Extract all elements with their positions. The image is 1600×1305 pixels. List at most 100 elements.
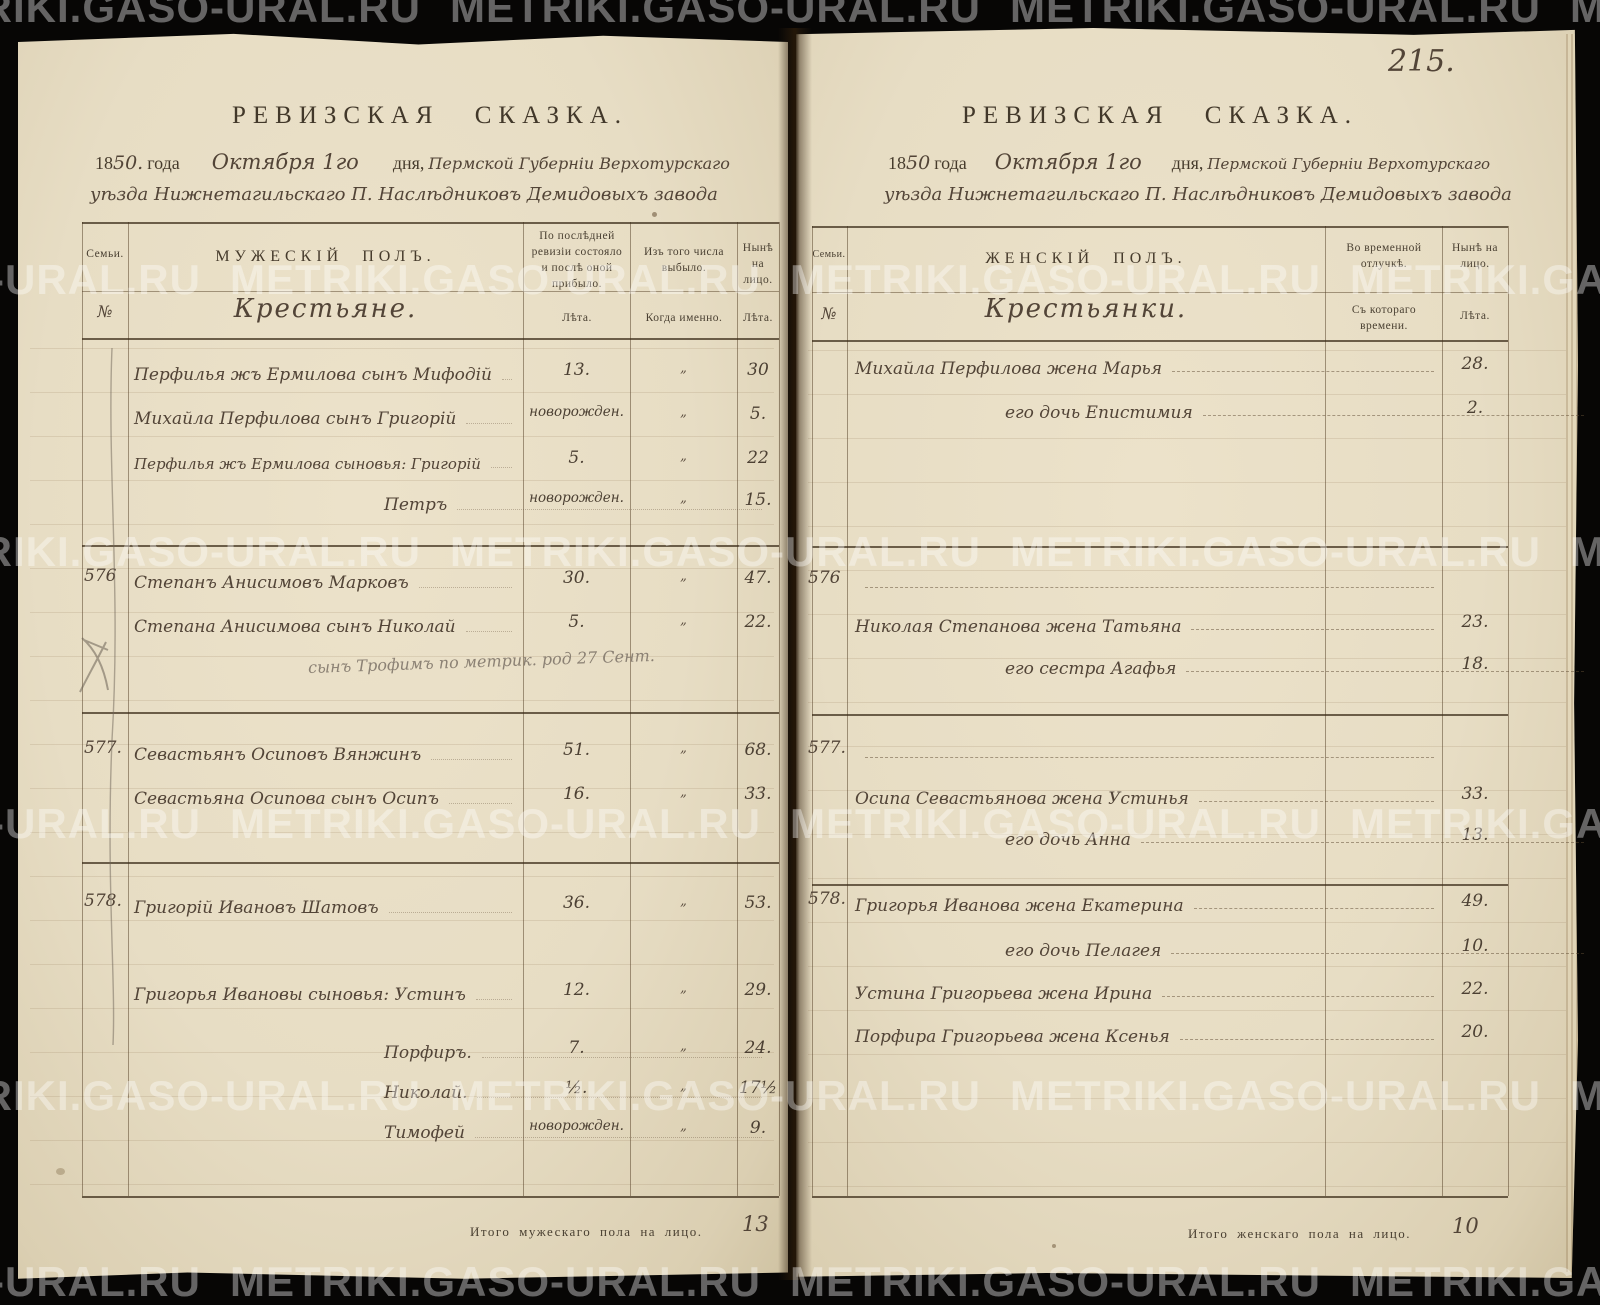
left-total-label: Итого мужескаго пола на лицо. — [470, 1224, 703, 1239]
table-line — [82, 1196, 779, 1198]
cell-age: 20. — [1461, 1022, 1489, 1042]
col-departed-header: Изъ того числа выбыло. — [643, 246, 725, 275]
cell-age: 10. — [1461, 936, 1489, 956]
col-present-sub-header: Лѣта. — [1460, 310, 1490, 322]
entry-name: его дочь Анна — [1005, 830, 1131, 850]
entry-name: Перфилья жъ Ермилова сынъ Мифодій — [134, 365, 493, 385]
cell-now: 47. — [744, 568, 772, 588]
paper-speck — [56, 1168, 65, 1175]
province-handwritten: Пермской Губерніи Верхотурскаго — [1207, 155, 1490, 173]
table-line — [812, 884, 1508, 886]
entry-name: Степана Анисимова сынъ Николай — [134, 617, 456, 637]
cell-now: 17½ — [738, 1078, 778, 1098]
leader-line — [1171, 953, 1584, 954]
cell-now: 22. — [744, 612, 772, 632]
left-page-title: РЕВИЗСКАЯ СКАЗКА. — [231, 102, 629, 129]
day-word: дня, — [392, 153, 425, 173]
family-number: 578. — [808, 889, 846, 909]
cell-now: 9. — [749, 1118, 767, 1138]
family-number: 576 — [84, 566, 117, 586]
table-line — [812, 340, 1508, 342]
leader-line — [490, 467, 512, 468]
cell-out: „ — [680, 405, 687, 420]
entry-name: Севастьяна Осипова сынъ Осипъ — [134, 789, 439, 809]
leader-line — [457, 509, 762, 510]
right-total-value: 10 — [1452, 1214, 1479, 1238]
family-number: 576 — [808, 568, 841, 588]
paper-speck — [1052, 1244, 1056, 1248]
col-away-sub-header: Съ котораго времени. — [1351, 304, 1417, 333]
watermark: METRIKI.GASO-URAL.RU — [450, 528, 981, 575]
table-line — [737, 222, 738, 1196]
table-row: Григорій Ивановъ Шатовъ — [134, 895, 520, 917]
table-line — [812, 292, 1508, 293]
cell-now: 29. — [744, 980, 772, 1000]
left-total-value: 13 — [742, 1212, 769, 1236]
leader-line — [1191, 629, 1434, 630]
leader-line — [1179, 1039, 1434, 1040]
table-line — [82, 222, 83, 1196]
table-row: Осипа Севастьянова жена Устинья — [855, 786, 1442, 808]
table-row: его дочь Пелагея — [855, 938, 1592, 960]
table-row — [855, 742, 1442, 764]
cell-out: „ — [680, 569, 687, 584]
entry-name: Михайла Перфилова сынъ Григорій — [134, 409, 457, 429]
family-number: 577. — [84, 738, 122, 758]
leader-line — [1198, 801, 1434, 802]
entry-name: Григорій Ивановъ Шатовъ — [134, 898, 379, 918]
table-row: Николай. — [134, 1080, 770, 1102]
right-total-label: Итого женскаго пола на лицо. — [1188, 1226, 1412, 1241]
table-row: его сестра Агафья — [855, 656, 1592, 678]
cell-prev: 12. — [562, 980, 591, 1000]
month-day-handwritten: Октября 1го — [994, 150, 1142, 174]
leader-line — [388, 912, 512, 913]
cell-now: 33. — [744, 784, 772, 804]
table-line — [812, 226, 813, 1196]
entry-name: Порфиръ. — [384, 1043, 472, 1063]
table-line — [630, 222, 631, 1196]
left-page — [18, 33, 788, 1279]
cell-age: 49. — [1461, 891, 1489, 911]
table-row: Перфилья жъ Ермилова сынъ Мифодій — [134, 362, 520, 384]
leader-line — [1202, 415, 1584, 416]
leader-line — [502, 379, 512, 380]
year-word: года — [934, 153, 967, 173]
leader-line — [865, 757, 1434, 758]
cell-age: 18. — [1461, 654, 1489, 674]
leader-line — [865, 587, 1434, 588]
col-family-header: Семьи. — [812, 249, 846, 260]
cell-out: „ — [680, 741, 687, 756]
table-line — [1442, 226, 1443, 1196]
cell-prev: 36. — [562, 893, 591, 913]
right-page — [796, 28, 1578, 1278]
table-line — [847, 226, 848, 1196]
cell-prev: новорожден. — [529, 404, 624, 420]
entry-name: Порфира Григорьева жена Ксенья — [855, 1027, 1170, 1047]
cell-age: 22. — [1461, 979, 1489, 999]
cell-out: „ — [680, 785, 687, 800]
leader-line — [1193, 908, 1434, 909]
cell-now: 53. — [744, 893, 772, 913]
cell-prev: 13. — [562, 360, 591, 380]
table-line — [1325, 226, 1326, 1196]
table-row: Севастьяна Осипова сынъ Осипъ — [134, 786, 520, 808]
cell-now: 5. — [749, 404, 767, 424]
table-row: Петръ — [134, 492, 770, 514]
leader-line — [466, 423, 512, 424]
year-handwritten: 50. — [113, 152, 144, 174]
table-row: Григорья Ивановы сыновья: Устинъ — [134, 982, 520, 1004]
col-prev-revision-header: По послѣдней ревизіи состояло и послѣ он… — [531, 230, 623, 291]
cell-out: „ — [680, 613, 687, 628]
watermark: METRIKI.GASO-URAL.RU — [1010, 0, 1541, 31]
cell-prev: 51. — [562, 740, 591, 760]
table-row: Степана Анисимова сынъ Николай — [134, 614, 520, 636]
year-prefix: 18 — [95, 153, 113, 173]
table-row: Севастьянъ Осиповъ Вянжинъ — [134, 742, 520, 764]
family-number: 578. — [84, 891, 122, 911]
cell-now: 15. — [744, 490, 772, 510]
table-row: Порфиръ. — [134, 1040, 770, 1062]
watermark: METRIKI.GASO-URAL.RU — [450, 0, 981, 31]
entry-name: Николая Степанова жена Татьяна — [855, 617, 1182, 637]
entry-name: Григорья Ивановы сыновья: Устинъ — [134, 985, 466, 1005]
